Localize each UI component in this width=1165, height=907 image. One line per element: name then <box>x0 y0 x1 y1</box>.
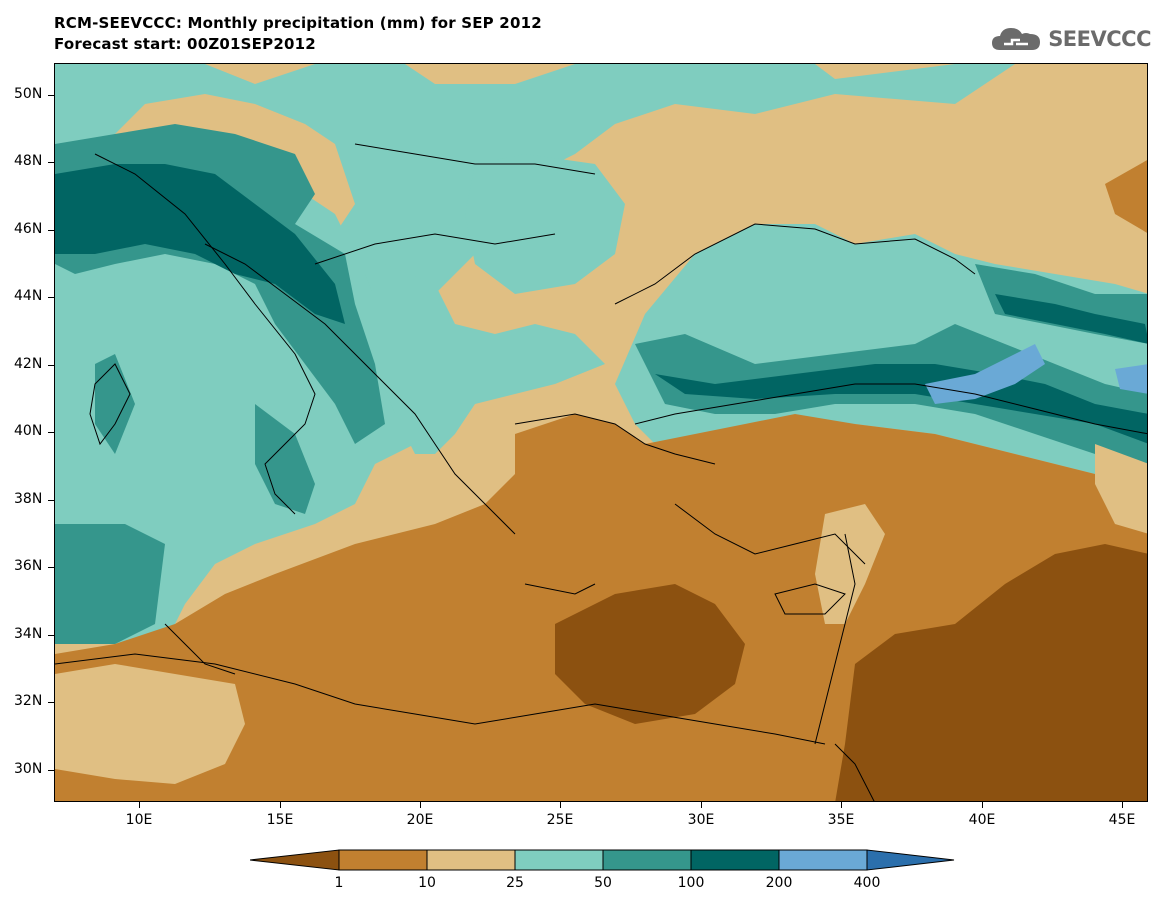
colorbar-label: 50 <box>594 875 612 891</box>
y-tick <box>48 162 54 163</box>
y-tick-label: 36N <box>14 558 43 574</box>
forecast-start-subtitle: Forecast start: 00Z01SEP2012 <box>54 35 316 53</box>
x-tick <box>560 802 561 808</box>
y-tick <box>48 770 54 771</box>
colorbar-label: 200 <box>765 875 793 891</box>
y-tick-label: 38N <box>14 491 43 507</box>
cloud-logo-icon <box>992 28 1041 50</box>
y-tick-label: 32N <box>14 693 43 709</box>
x-tick <box>139 802 140 808</box>
colorbar-legend <box>250 849 955 871</box>
y-tick-label: 42N <box>14 356 43 372</box>
colorbar-segment <box>250 849 340 871</box>
y-tick-label: 34N <box>14 626 43 642</box>
y-tick <box>48 432 54 433</box>
colorbar-label: 100 <box>677 875 705 891</box>
precipitation-map <box>54 63 1148 802</box>
x-tick-label: 10E <box>125 812 153 828</box>
y-tick <box>48 365 54 366</box>
y-tick-label: 50N <box>14 86 43 102</box>
y-tick-label: 30N <box>14 761 43 777</box>
x-tick-label: 15E <box>266 812 294 828</box>
colorbar-segment <box>778 849 868 871</box>
map-title: RCM-SEEVCCC: Monthly precipitation (mm) … <box>54 14 542 32</box>
colorbar-segment <box>338 849 428 871</box>
y-tick <box>48 702 54 703</box>
x-tick-label: 40E <box>968 812 996 828</box>
colorbar-label: 1 <box>334 875 344 891</box>
precip-10-25-patches <box>55 444 1147 784</box>
coastlines-borders <box>55 143 1147 801</box>
precip-below-1-areas <box>555 544 1147 801</box>
y-tick-label: 48N <box>14 153 43 169</box>
colorbar-segment <box>866 849 955 871</box>
y-tick <box>48 230 54 231</box>
y-tick-label: 40N <box>14 423 43 439</box>
x-tick-label: 20E <box>406 812 434 828</box>
colorbar-segment <box>602 849 692 871</box>
x-tick <box>1122 802 1123 808</box>
colorbar-label: 10 <box>418 875 436 891</box>
x-tick <box>280 802 281 808</box>
x-tick-label: 45E <box>1108 812 1136 828</box>
x-tick-label: 30E <box>687 812 715 828</box>
y-tick-label: 46N <box>14 221 43 237</box>
x-tick <box>982 802 983 808</box>
seevccc-logo: SEEVCCC <box>990 24 1151 54</box>
y-tick <box>48 635 54 636</box>
precip-100-200-areas <box>55 164 1147 444</box>
y-tick <box>48 567 54 568</box>
colorbar-segment <box>690 849 780 871</box>
precip-200-400-areas <box>925 344 1147 404</box>
x-tick-label: 25E <box>546 812 574 828</box>
colorbar-segment <box>514 849 604 871</box>
x-tick <box>841 802 842 808</box>
x-tick <box>701 802 702 808</box>
y-tick <box>48 297 54 298</box>
x-tick-label: 35E <box>827 812 855 828</box>
colorbar-segment <box>426 849 516 871</box>
y-tick <box>48 95 54 96</box>
colorbar-label: 25 <box>506 875 524 891</box>
y-tick <box>48 500 54 501</box>
logo-text: SEEVCCC <box>1048 27 1151 51</box>
precipitation-field <box>55 64 1147 801</box>
x-tick <box>420 802 421 808</box>
y-tick-label: 44N <box>14 288 43 304</box>
colorbar-label: 400 <box>853 875 881 891</box>
